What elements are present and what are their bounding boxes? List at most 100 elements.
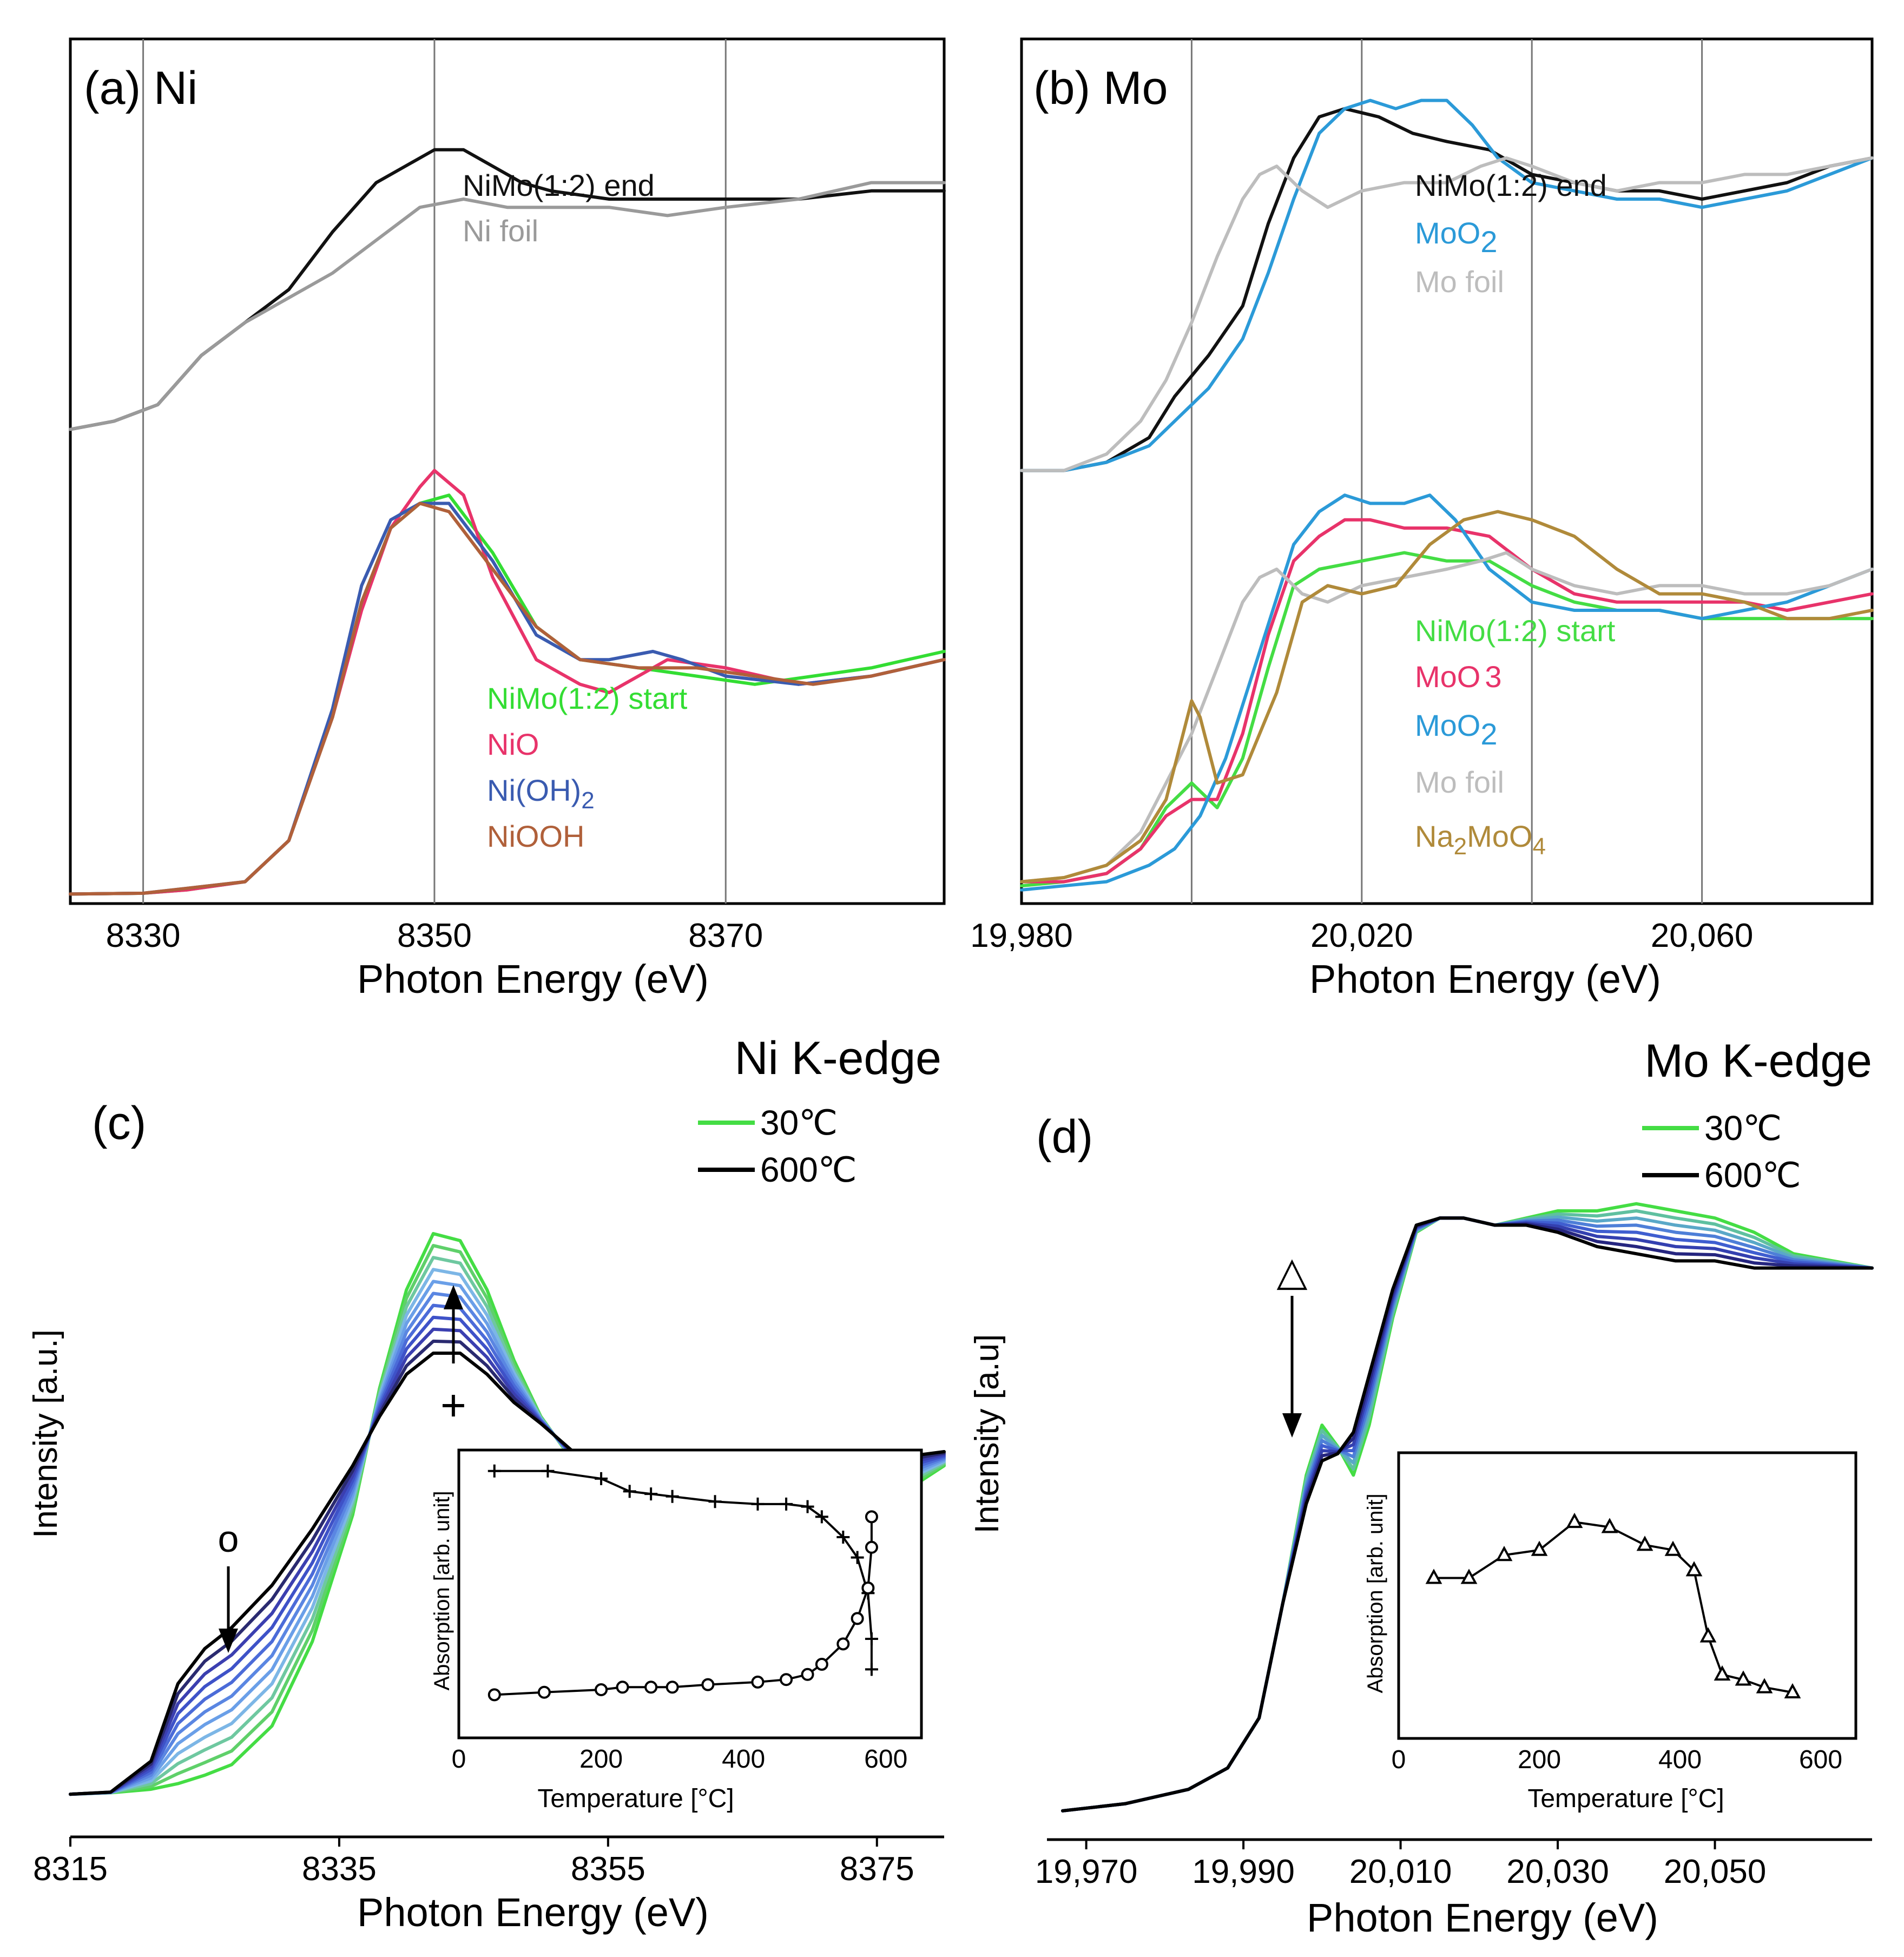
inset-marker-plus <box>666 1490 679 1503</box>
legend-item: MoO2 <box>1415 708 1498 751</box>
inset-d-ylabel: Absorption [arb. unit] <box>1363 1493 1387 1693</box>
legend-item: NiO <box>487 727 539 761</box>
legend-item: 600℃ <box>760 1150 857 1189</box>
inset-marker-plus <box>815 1510 828 1524</box>
series-line <box>1020 510 1874 884</box>
inset-marker-triangle <box>1566 1512 1583 1528</box>
legend-item: Ni foil <box>463 214 538 248</box>
inset-x-tick-label: 0 <box>452 1745 466 1774</box>
annotation-label: o <box>218 1518 239 1560</box>
annotation-label: + <box>440 1381 466 1430</box>
legend-item: 600℃ <box>1704 1156 1801 1195</box>
series-line <box>1020 156 1874 472</box>
inset-marker-plus <box>865 1632 878 1645</box>
panel-c-x-axis: 8315 8335 8355 8375 <box>33 1835 944 1888</box>
inset-marker-plus <box>623 1485 636 1498</box>
inset-marker-circle <box>595 1683 608 1696</box>
inset-marker-triangle <box>1425 1569 1442 1584</box>
inset-marker-circle <box>701 1678 715 1691</box>
panel-c-legend: 30℃ 600℃ <box>698 1103 857 1189</box>
inset-marker-triangle <box>1735 1670 1752 1686</box>
inset-c-frame <box>457 1448 923 1739</box>
panel-d-inset: 0 200 400 600 Temperature [°C] Absorption [… <box>1363 1451 1857 1813</box>
panel-c-annotation-o: o <box>218 1518 239 1653</box>
inset-marker-plus <box>851 1551 864 1564</box>
panel-d-annotation-triangle: △ <box>1277 1249 1308 1438</box>
inset-marker-triangle <box>1531 1540 1548 1556</box>
panel-b-legend: NiMo(1:2) end MoO2 Mo foil NiMo(1:2) sta… <box>1415 168 1616 860</box>
inset-marker-triangle <box>1714 1665 1731 1681</box>
panel-a-ni-xanes: 8330 8350 8370 (a) Ni Photon Energy (eV) N… <box>69 37 946 1001</box>
series-line <box>1020 493 1874 892</box>
panel-c-ni-kedge-temperature: 8315 8335 8355 8375 Ni K-edge (c) Photon En… <box>27 1032 946 1935</box>
x-tick-label: 19,990 <box>1192 1853 1295 1890</box>
inset-marker-circle <box>644 1681 658 1694</box>
legend-item: MoO2 <box>1415 216 1498 259</box>
inset-marker-triangle <box>1636 1536 1653 1551</box>
inset-x-tick-label: 400 <box>1658 1745 1702 1774</box>
inset-c-plot: 0 200 400 600 <box>452 1464 907 1774</box>
panel-d-label: (d) <box>1036 1111 1093 1163</box>
panel-a-legend: NiMo(1:2) end Ni foil NiMo(1:2) start Ni… <box>463 168 688 853</box>
inset-marker-triangle <box>1460 1569 1478 1584</box>
panel-c-xlabel: Photon Energy (eV) <box>357 1890 709 1935</box>
legend-item: Mo foil <box>1415 765 1504 799</box>
inset-marker-circle <box>537 1685 551 1699</box>
inset-marker-plus <box>487 1464 501 1478</box>
inset-marker-plus <box>865 1663 878 1676</box>
panel-d-x-axis: 19,970 19,990 20,010 20,030 20,050 <box>1035 1838 1872 1890</box>
legend-item: NiMo(1:2) start <box>487 681 688 715</box>
panel-a-frame <box>69 37 946 905</box>
inset-marker-circle <box>865 1540 878 1554</box>
inset-marker-circle <box>836 1637 850 1651</box>
panel-d-xlabel: Photon Energy (eV) <box>1307 1895 1658 1940</box>
inset-marker-triangle <box>1601 1518 1618 1533</box>
inset-marker-circle <box>865 1510 878 1524</box>
inset-marker-circle <box>851 1612 864 1625</box>
panel-a-x-ticks: 8330 8350 8370 <box>106 917 763 954</box>
inset-marker-triangle <box>1699 1627 1717 1643</box>
inset-marker-circle <box>616 1681 629 1694</box>
legend-item: NiOOH <box>487 819 584 853</box>
inset-x-tick-label: 200 <box>1518 1745 1561 1774</box>
inset-c-ylabel: Absorption [arb. unit] <box>430 1491 454 1690</box>
inset-marker-plus <box>708 1495 722 1508</box>
inset-c-xlabel: Temperature [°C] <box>537 1784 734 1813</box>
series-line <box>69 502 946 896</box>
inset-marker-plus <box>595 1472 608 1485</box>
x-tick-label: 8370 <box>688 917 763 954</box>
series-line <box>1020 551 1874 884</box>
panel-c-title: Ni K-edge <box>735 1032 941 1084</box>
inset-marker-plus <box>751 1497 765 1511</box>
inset-x-tick-label: 600 <box>1799 1745 1842 1774</box>
series-line <box>1020 107 1874 472</box>
x-tick-label: 20,050 <box>1664 1853 1767 1890</box>
inset-marker-triangle <box>1685 1561 1703 1577</box>
panel-c-ylabel: Intensity [a.u.] <box>27 1329 64 1538</box>
inset-series-line <box>494 1470 873 1670</box>
inset-marker-triangle <box>1756 1678 1773 1694</box>
x-tick-label: 8315 <box>33 1850 108 1888</box>
legend-item: NiMo(1:2) end <box>1415 168 1607 202</box>
inset-marker-circle <box>801 1668 814 1681</box>
inset-marker-triangle <box>1664 1540 1682 1556</box>
legend-item: MoO 3 <box>1415 660 1502 694</box>
inset-x-tick-label: 0 <box>1392 1745 1406 1774</box>
panel-b-x-ticks: 19,980 20,020 20,060 <box>970 917 1753 954</box>
inset-marker-circle <box>815 1658 828 1671</box>
series-line <box>1020 518 1874 884</box>
inset-marker-plus <box>801 1500 814 1513</box>
x-tick-label: 20,030 <box>1506 1853 1609 1890</box>
panel-d-mo-kedge-temperature: 19,970 19,990 20,010 20,030 20,050 Mo K-edge… <box>969 1035 1874 1940</box>
legend-item: NiMo(1:2) start <box>1415 614 1616 648</box>
series-line <box>69 181 946 431</box>
panel-a-title: (a) Ni <box>84 62 197 114</box>
panel-a-curves <box>69 148 946 896</box>
inset-series-line <box>494 1517 873 1696</box>
x-tick-label: 20,060 <box>1651 917 1754 954</box>
panel-b-title: (b) Mo <box>1033 62 1168 114</box>
inset-x-tick-label: 400 <box>722 1745 765 1774</box>
inset-x-tick-label: 200 <box>579 1745 623 1774</box>
panel-d-curves <box>1061 1202 1874 1813</box>
